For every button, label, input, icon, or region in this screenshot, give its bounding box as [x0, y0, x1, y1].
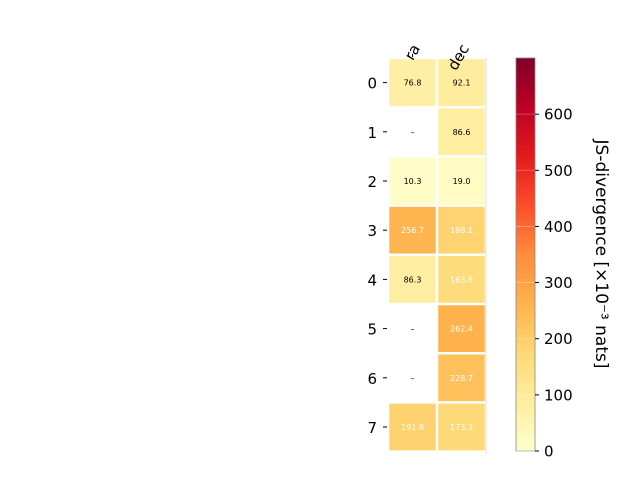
colorbar-tick-label: 500	[544, 162, 573, 180]
colorbar-tick-label: 200	[544, 330, 573, 348]
colorbar-gradient	[515, 57, 536, 452]
heatmap-cell	[438, 403, 485, 451]
heatmap-cell	[438, 354, 485, 402]
row-label: 2	[367, 173, 377, 191]
cell-value-label: 262.4	[450, 325, 473, 334]
cell-value-label: 92.1	[453, 79, 471, 88]
cell-value-label: 188.1	[450, 226, 473, 235]
row-label: 4	[367, 271, 377, 289]
cell-value-label: 86.6	[453, 128, 471, 137]
heatmap-cell	[438, 256, 485, 303]
cell-value-label: 163.8	[450, 275, 473, 284]
heatmap-cell	[389, 305, 436, 352]
heatmap-cell	[389, 59, 436, 106]
colorbar-tick-label: 600	[544, 106, 573, 124]
cell-value-label: 10.3	[404, 177, 422, 186]
cell-value-label: 76.8	[404, 79, 422, 88]
heatmap-cell	[389, 157, 436, 205]
cell-value-label: –	[411, 325, 415, 334]
row-label: 1	[367, 124, 377, 142]
heatmap-cell	[438, 108, 485, 156]
heatmap-cell	[438, 305, 485, 352]
heatmap-cell	[438, 206, 485, 254]
heatmap-cell	[438, 157, 485, 205]
cell-value-label: 256.7	[401, 226, 424, 235]
heatmap-cell	[389, 354, 436, 402]
heatmap-cell	[389, 206, 436, 254]
heatmap-cell	[389, 108, 436, 156]
cell-value-label: 19.0	[453, 177, 471, 186]
cell-value-label: –	[411, 128, 415, 137]
colorbar-tick-label: 0	[544, 443, 554, 461]
cell-value-label: 173.3	[450, 423, 473, 432]
row-label: 7	[367, 419, 377, 437]
colorbar-tick-label: 100	[544, 386, 573, 404]
heatmap-cell	[438, 59, 485, 106]
cell-value-label: 228.7	[450, 374, 473, 383]
heatmap-cell	[389, 403, 436, 451]
colorbar: 0 100 200 300 400 500 600	[515, 57, 573, 461]
colorbar-tick-label: 400	[544, 218, 573, 236]
row-label: 0	[367, 75, 377, 93]
colorbar-tick-label: 300	[544, 274, 573, 292]
heatmap-grid: 76.8 92.1 – 86.6 10.3 19.0 256.7 188.1 86.3 163.8…	[367, 41, 487, 454]
cell-value-label: 191.8	[401, 423, 424, 432]
cell-value-label: 86.3	[404, 275, 422, 284]
heatmap-cell	[389, 256, 436, 303]
row-label: 3	[367, 222, 377, 240]
row-label: 5	[367, 321, 377, 339]
colorbar-label: JS-divergence [×10⁻³ nats]	[591, 139, 611, 369]
row-label: 6	[367, 370, 377, 388]
cell-value-label: –	[411, 374, 415, 383]
